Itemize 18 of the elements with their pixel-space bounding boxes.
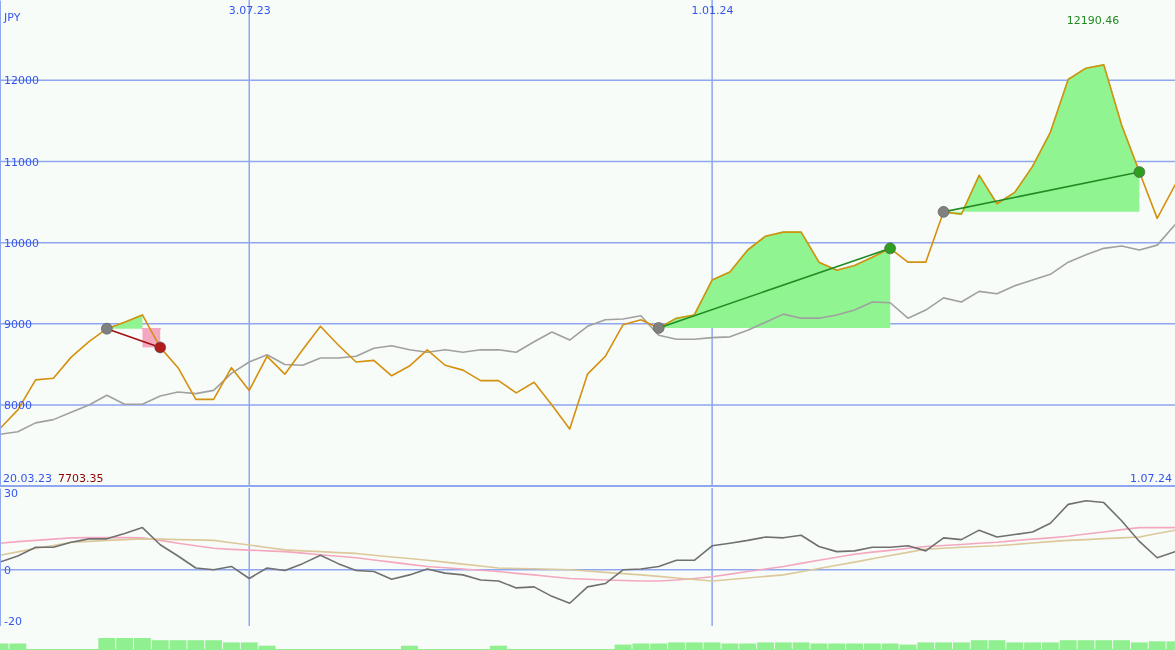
- point: [154, 341, 167, 354]
- annotation: 12190.46: [1066, 14, 1120, 27]
- y-tick-label: 9000: [4, 317, 32, 331]
- annotation: 20.03.23: [3, 472, 52, 485]
- y-axis-title: JPY: [3, 11, 21, 24]
- line-series: [0, 224, 1175, 436]
- y-tick-label: 11000: [4, 155, 39, 169]
- y-tick-label: 30: [4, 487, 18, 501]
- y-tick-label: -20: [4, 614, 22, 628]
- y-tick-label: 10000: [4, 236, 39, 250]
- y-tick-label: 0: [4, 563, 11, 577]
- x-tick-label: 3.07.23: [228, 3, 271, 17]
- annotation: 7703.35: [58, 472, 104, 485]
- line-series: [0, 64, 1175, 430]
- x-tick-label: 1.01.24: [691, 3, 734, 17]
- annotation: 1.07.24: [1130, 472, 1172, 485]
- y-tick-label: 12000: [4, 74, 39, 88]
- line-series: [0, 499, 1175, 605]
